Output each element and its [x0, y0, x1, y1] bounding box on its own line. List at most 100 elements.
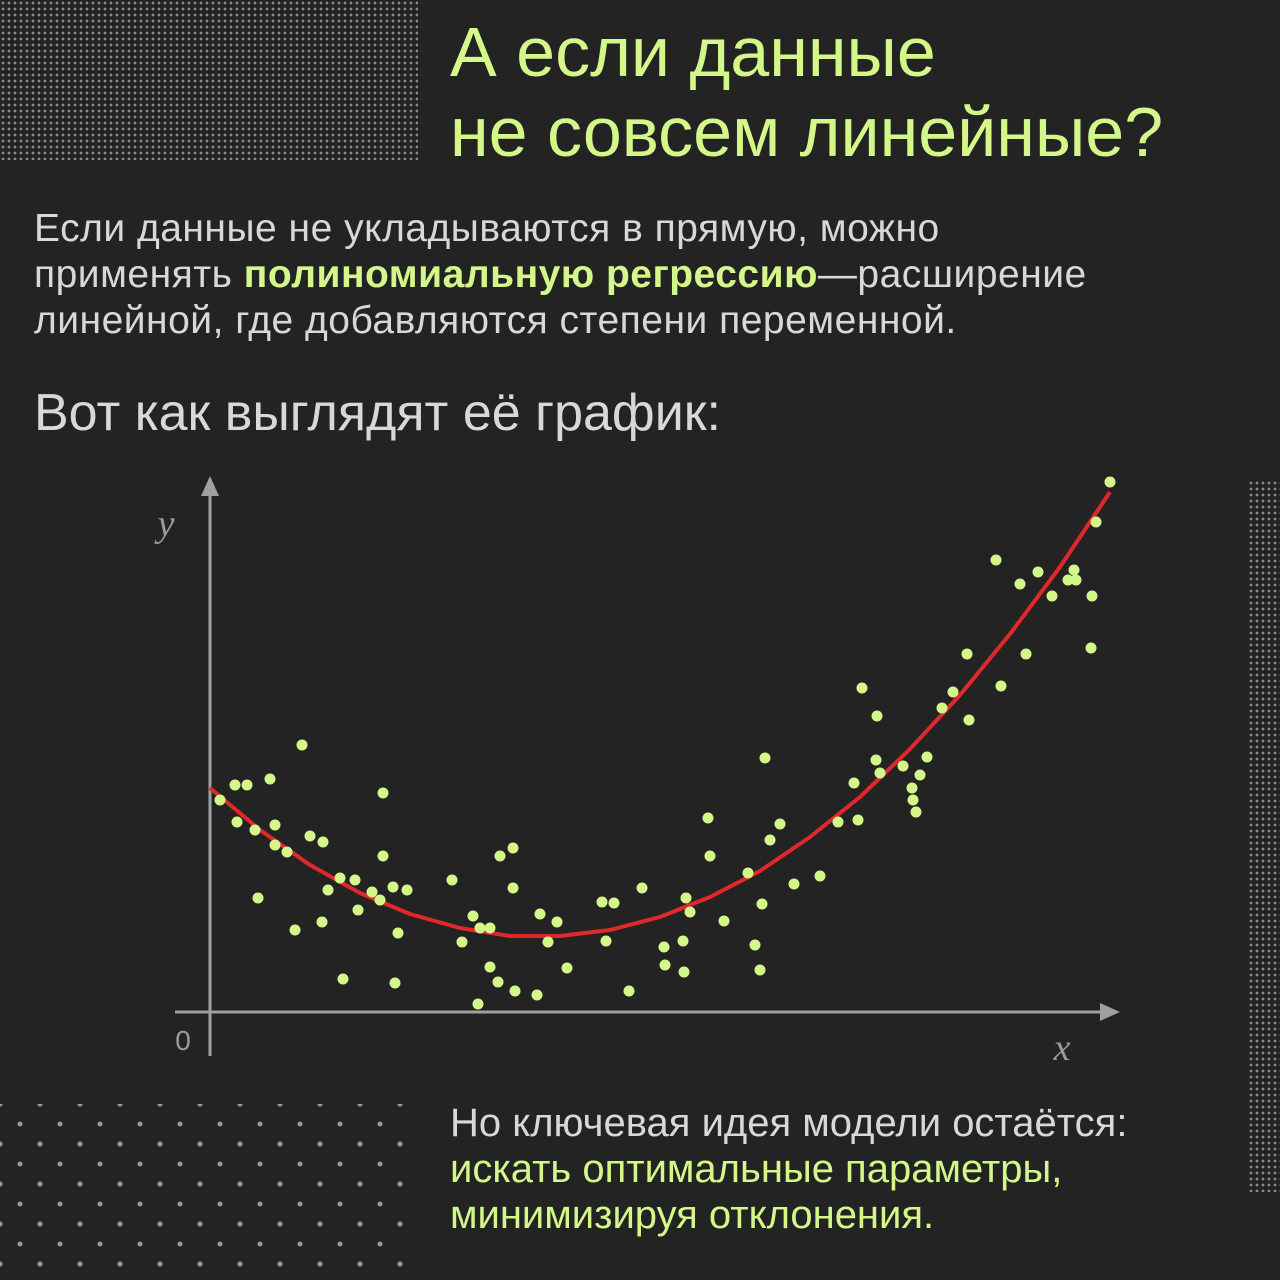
x-axis-label: x — [1053, 1027, 1071, 1069]
data-point — [600, 935, 612, 947]
fit-curve — [208, 490, 1112, 938]
data-point — [296, 739, 308, 751]
footer: Но ключевая идея модели остаётся: искать … — [450, 1100, 1127, 1238]
data-point — [467, 910, 479, 922]
data-point — [389, 977, 401, 989]
data-point — [507, 882, 519, 894]
data-point — [906, 782, 918, 794]
data-point — [231, 816, 243, 828]
data-point — [963, 714, 975, 726]
data-point — [304, 830, 316, 842]
data-point — [252, 892, 264, 904]
data-point — [446, 874, 458, 886]
data-point — [914, 769, 926, 781]
intro: Если данные не укладываются в прямую, мо… — [34, 206, 1087, 344]
data-point — [990, 554, 1002, 566]
data-point — [680, 892, 692, 904]
data-point — [756, 898, 768, 910]
data-point — [1062, 574, 1074, 586]
data-point — [870, 754, 882, 766]
data-point — [1070, 574, 1082, 586]
data-point — [684, 906, 696, 918]
data-point — [921, 751, 933, 763]
data-point — [1014, 578, 1026, 590]
data-point — [856, 682, 868, 694]
x-axis-arrow — [1100, 1003, 1120, 1021]
text-line: Но ключевая идея модели остаётся: — [450, 1100, 1127, 1146]
data-point — [494, 850, 506, 862]
data-point — [1068, 564, 1080, 576]
data-point — [492, 976, 504, 988]
text: применять — [34, 253, 244, 296]
data-point — [874, 767, 886, 779]
data-point — [316, 916, 328, 928]
data-point — [910, 806, 922, 818]
data-point — [1085, 642, 1097, 654]
data-point — [832, 816, 844, 828]
data-point — [387, 881, 399, 893]
data-point — [392, 927, 404, 939]
text-line: минимизируя отклонения. — [450, 1192, 1127, 1238]
y-axis-arrow — [201, 476, 219, 496]
data-point — [484, 922, 496, 934]
highlight-text: минимизируя отклонения. — [450, 1193, 935, 1237]
data-point — [907, 794, 919, 806]
data-point — [897, 760, 909, 772]
data-point — [542, 936, 554, 948]
data-point — [704, 850, 716, 862]
data-point — [677, 935, 689, 947]
data-point — [678, 966, 690, 978]
data-point — [241, 779, 253, 791]
data-point — [608, 897, 620, 909]
data-point — [472, 998, 484, 1010]
title-line: А если данные — [450, 13, 936, 91]
data-point — [229, 779, 241, 791]
highlight-text: искать оптимальные параметры, — [450, 1147, 1063, 1191]
data-point — [1046, 590, 1058, 602]
data-point — [551, 916, 563, 928]
data-point — [754, 964, 766, 976]
data-point — [561, 962, 573, 974]
text-line: линейной, где добавляются степени переме… — [34, 298, 1087, 344]
x-tick-label: 0 — [175, 1025, 191, 1056]
highlight-text: полиномиальную регрессию — [243, 253, 818, 296]
data-point — [659, 959, 671, 971]
data-point — [509, 985, 521, 997]
data-point — [814, 870, 826, 882]
data-point — [269, 819, 281, 831]
data-point — [774, 818, 786, 830]
data-point — [961, 648, 973, 660]
data-point — [214, 794, 226, 806]
dot-pattern — [1248, 480, 1280, 1192]
data-point — [249, 824, 261, 836]
data-point — [596, 896, 608, 908]
text: Если данные не укладываются в прямую, мо… — [34, 207, 940, 250]
dot-pattern — [0, 0, 418, 160]
data-point — [366, 886, 378, 898]
data-point — [702, 812, 714, 824]
text: Но ключевая идея модели остаётся: — [450, 1101, 1128, 1145]
data-point — [718, 915, 730, 927]
data-point — [742, 867, 754, 879]
data-point — [871, 710, 883, 722]
data-point — [764, 834, 776, 846]
data-point — [636, 882, 648, 894]
text: линейной, где добавляются степени переме… — [34, 299, 957, 342]
title-line: не совсем линейные? — [450, 93, 1164, 171]
data-point — [352, 904, 364, 916]
data-point — [456, 936, 468, 948]
data-point — [749, 939, 761, 951]
data-point — [1104, 476, 1116, 488]
dot-pattern — [0, 1104, 412, 1280]
data-point — [1090, 516, 1102, 528]
data-point — [289, 924, 301, 936]
data-point — [759, 752, 771, 764]
data-point — [1086, 590, 1098, 602]
text-line: искать оптимальные параметры, — [450, 1146, 1127, 1192]
subheading: Вот как выглядят её график: — [34, 384, 721, 442]
data-point — [349, 874, 361, 886]
data-point — [507, 842, 519, 854]
data-point — [788, 878, 800, 890]
